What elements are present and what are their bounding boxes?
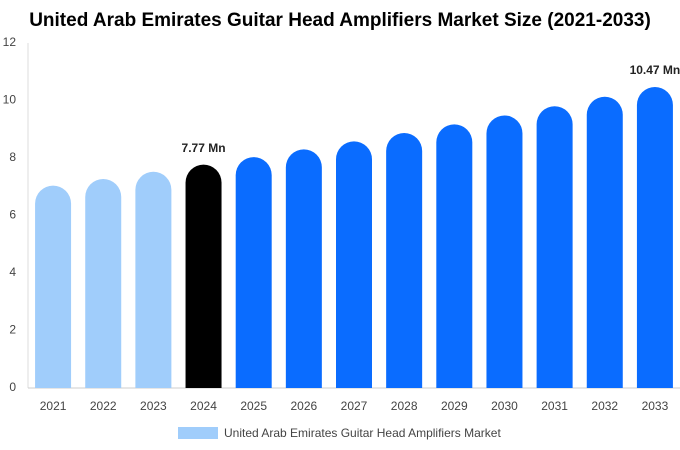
y-tick-label: 0 [9,380,16,394]
x-tick-label: 2024 [190,399,217,413]
bar [486,115,523,388]
y-tick-label: 8 [9,150,16,164]
bar [636,86,673,389]
bar [85,178,122,388]
x-tick-label: 2029 [441,399,468,413]
y-tick-label: 10 [3,93,17,107]
bar [285,149,322,388]
x-tick-label: 2028 [391,399,418,413]
x-tick-label: 2032 [591,399,618,413]
x-tick-label: 2026 [290,399,317,413]
value-label: 10.47 Mn [630,63,680,77]
value-label: 7.77 Mn [182,141,226,155]
x-tick-label: 2027 [341,399,368,413]
x-tick-label: 2021 [40,399,67,413]
bar [536,106,573,388]
x-tick-label: 2033 [642,399,669,413]
x-tick-label: 2031 [541,399,568,413]
y-tick-label: 2 [9,323,16,337]
bar [185,164,222,388]
y-tick-label: 4 [9,265,16,279]
x-tick-label: 2023 [140,399,167,413]
bar [336,141,372,388]
legend-label: United Arab Emirates Guitar Head Amplifi… [224,426,501,440]
x-tick-label: 2022 [90,399,117,413]
y-tick-label: 6 [9,208,16,222]
x-tick-label: 2025 [240,399,267,413]
bar [386,132,423,388]
bar [586,96,623,388]
bar [436,124,473,389]
bar [135,171,172,388]
bar [35,185,72,388]
legend-swatch [178,427,218,439]
y-tick-label: 12 [3,35,17,49]
x-tick-label: 2030 [491,399,518,413]
bar [235,157,272,388]
chart-title: United Arab Emirates Guitar Head Amplifi… [29,10,651,31]
